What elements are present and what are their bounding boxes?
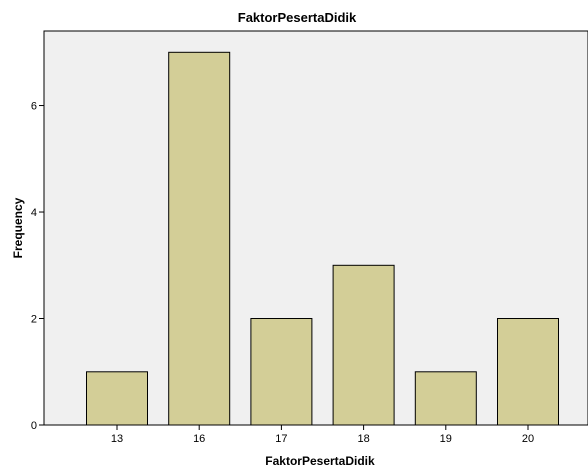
- y-tick-label: 0: [31, 420, 37, 432]
- y-axis-ticks: 0 2 4 6: [31, 101, 44, 432]
- x-tick-label: 20: [522, 433, 534, 445]
- x-axis-label: FaktorPesertaDidik: [265, 454, 375, 468]
- y-axis-label: Frequency: [11, 197, 25, 258]
- y-tick-label: 6: [31, 101, 37, 113]
- bar-20: [497, 318, 559, 426]
- y-tick-label: 4: [31, 207, 37, 219]
- chart-title: FaktorPesertaDidik: [238, 10, 357, 25]
- bar-16: [168, 51, 231, 426]
- bar-19: [414, 371, 477, 426]
- x-axis-ticks: 13 16 17 18 19 20: [111, 425, 534, 445]
- y-tick-label: 2: [31, 314, 37, 326]
- x-tick-label: 17: [275, 433, 287, 445]
- bar-18: [332, 264, 395, 426]
- x-tick-label: 16: [193, 433, 205, 445]
- x-tick-label: 13: [111, 433, 123, 445]
- x-tick-label: 18: [357, 433, 369, 445]
- x-tick-label: 19: [440, 433, 452, 445]
- bar-13: [86, 371, 148, 426]
- bar-17: [250, 318, 313, 426]
